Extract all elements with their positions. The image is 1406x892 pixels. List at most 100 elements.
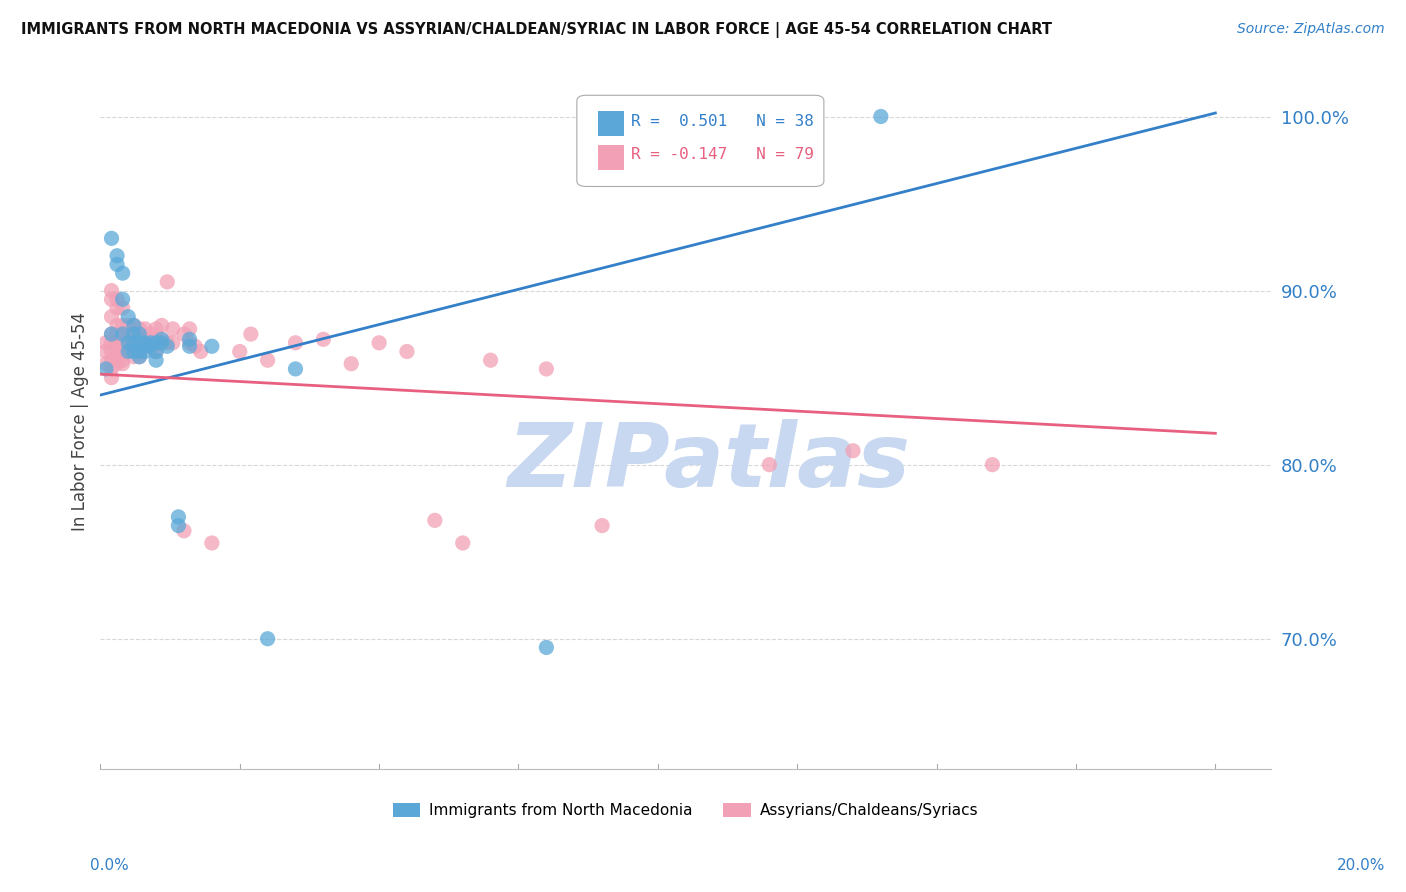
Point [111,353,134,368]
Text: R =  0.501   N = 38: R = 0.501 N = 38 [631,114,814,129]
Point [145,335,167,350]
Point [139,335,162,350]
Point [179,339,201,353]
Point [94,362,117,376]
Point [111,318,134,333]
Point [591,518,613,533]
Point [395,344,418,359]
Point [190,344,212,359]
Point [128,350,150,364]
Point [128,350,150,364]
Point [758,458,780,472]
Point [122,327,145,342]
Point [179,322,201,336]
Point [256,632,278,646]
Point [145,322,167,336]
Point [111,293,134,307]
Point [105,249,128,263]
Point [128,327,150,342]
Point [451,536,474,550]
Point [117,318,139,333]
Point [122,335,145,350]
Point [128,335,150,350]
Point [117,327,139,342]
Point [134,339,156,353]
Point [536,362,558,376]
Point [117,335,139,350]
Legend: Immigrants from North Macedonia, Assyrians/Chaldeans/Syriacs: Immigrants from North Macedonia, Assyria… [387,797,984,824]
Point [284,362,307,376]
Point [128,344,150,359]
Point [117,339,139,353]
Point [981,458,1004,472]
Point [173,327,195,342]
Point [105,357,128,371]
Point [312,332,335,346]
Point [156,275,179,289]
Point [536,640,558,655]
Point [100,362,122,376]
Point [105,257,128,271]
FancyBboxPatch shape [598,111,624,136]
Point [150,332,173,346]
Point [479,353,502,368]
Point [117,344,139,359]
Point [111,344,134,359]
Point [122,327,145,342]
Point [179,332,201,346]
Point [122,350,145,364]
Point [134,332,156,346]
Point [134,335,156,350]
Point [94,344,117,359]
Point [156,339,179,353]
Point [256,353,278,368]
Point [145,344,167,359]
Point [201,536,224,550]
Point [139,335,162,350]
Point [100,344,122,359]
Text: Source: ZipAtlas.com: Source: ZipAtlas.com [1237,22,1385,37]
Point [368,335,391,350]
Point [842,443,865,458]
Point [100,370,122,384]
Point [117,310,139,324]
Point [134,344,156,359]
Point [139,339,162,353]
Point [869,110,891,124]
Point [145,353,167,368]
Point [150,332,173,346]
Point [117,335,139,350]
Point [122,318,145,333]
Point [100,284,122,298]
Point [100,293,122,307]
Point [100,335,122,350]
Point [239,327,262,342]
Point [162,335,184,350]
Point [111,327,134,342]
Text: IMMIGRANTS FROM NORTH MACEDONIA VS ASSYRIAN/CHALDEAN/SYRIAC IN LABOR FORCE | AGE: IMMIGRANTS FROM NORTH MACEDONIA VS ASSYR… [21,22,1052,38]
Point [105,344,128,359]
Point [167,509,190,524]
Point [128,327,150,342]
Point [145,344,167,359]
Text: ZIPatlas: ZIPatlas [508,419,911,507]
Point [117,344,139,359]
Point [423,513,446,527]
Point [111,266,134,280]
Point [122,344,145,359]
Point [162,322,184,336]
Text: 0.0%: 0.0% [90,858,129,873]
FancyBboxPatch shape [576,95,824,186]
Point [111,357,134,371]
Point [173,524,195,538]
Point [122,318,145,333]
Point [100,327,122,342]
Point [100,310,122,324]
Point [111,335,134,350]
Point [150,318,173,333]
Point [201,339,224,353]
Point [111,327,134,342]
Point [100,231,122,245]
Point [105,293,128,307]
Text: R = -0.147   N = 79: R = -0.147 N = 79 [631,147,814,162]
